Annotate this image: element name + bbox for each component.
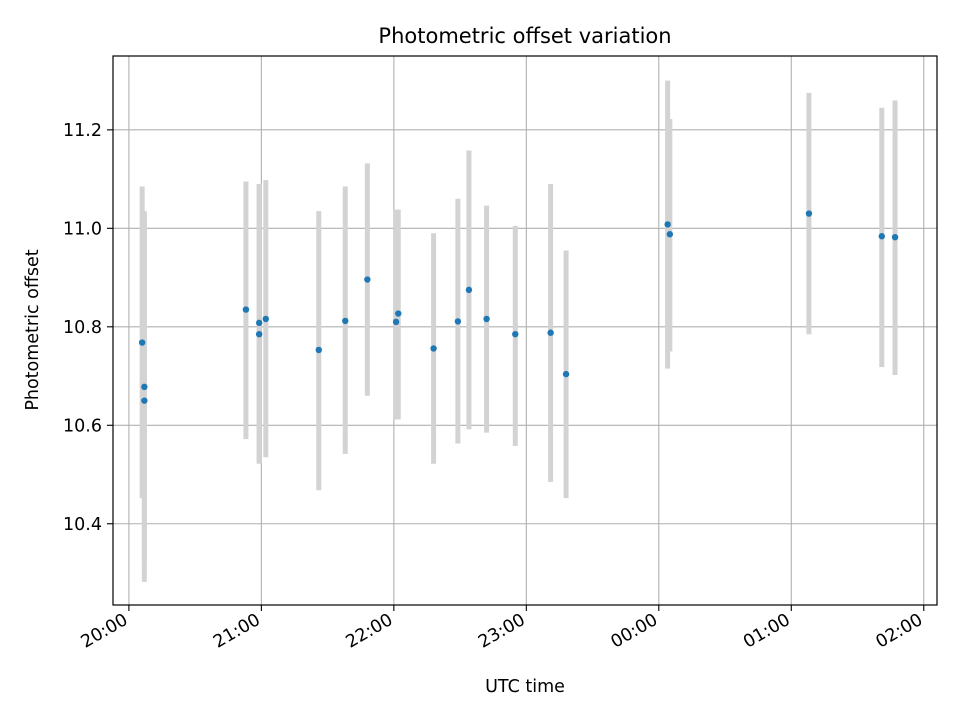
data-point (141, 383, 148, 391)
data-point (138, 339, 146, 346)
data-point (878, 233, 886, 240)
x-axis-label: UTC time (485, 677, 565, 697)
data-point (315, 346, 322, 354)
plot-frame (112, 55, 938, 606)
data-point (364, 276, 371, 283)
y-tick-label: 10.4 (63, 515, 102, 535)
data-point (891, 233, 899, 241)
data-point (242, 306, 250, 313)
data-point (562, 370, 570, 378)
data-point (255, 330, 263, 338)
data-point (454, 318, 462, 325)
data-point (262, 315, 269, 323)
chart-title: Photometric offset variation (378, 24, 671, 48)
data-point (664, 221, 671, 228)
y-tick-label: 10.8 (63, 318, 102, 338)
data-point (342, 317, 349, 325)
data-point (805, 210, 813, 217)
data-point (512, 330, 519, 338)
data-point (430, 345, 437, 352)
y-axis-label: Photometric offset (23, 249, 43, 410)
data-point (255, 319, 263, 327)
data-point (465, 286, 473, 294)
y-tick-label: 11.2 (63, 121, 102, 141)
data-point (141, 397, 148, 404)
data-point (395, 310, 402, 317)
y-tick-label: 10.6 (63, 416, 102, 436)
y-axis: 10.4 10.6 10.8 11.0 11.2 (63, 121, 113, 535)
data-point (483, 315, 490, 323)
data-point (666, 231, 674, 238)
data-point (392, 318, 400, 326)
y-tick-label: 11.0 (63, 219, 102, 239)
data-points (138, 210, 899, 404)
data-point (547, 329, 554, 336)
